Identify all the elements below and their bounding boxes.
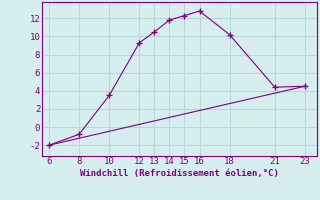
X-axis label: Windchill (Refroidissement éolien,°C): Windchill (Refroidissement éolien,°C) <box>80 169 279 178</box>
